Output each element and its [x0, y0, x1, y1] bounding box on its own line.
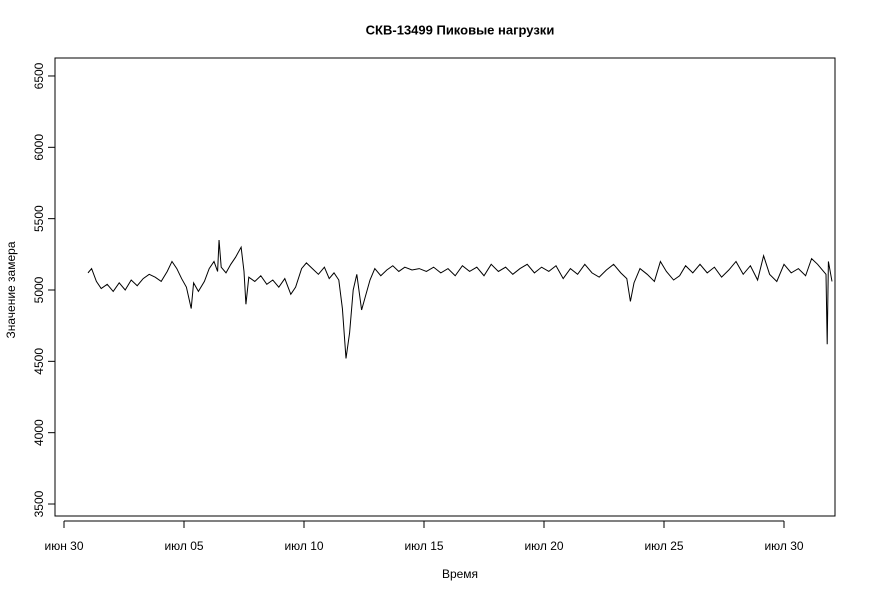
y-tick-label: 4500	[32, 348, 46, 375]
x-tick-label: июл 25	[644, 539, 683, 553]
y-tick-label: 5500	[32, 205, 46, 232]
x-tick-label: июн 30	[44, 539, 83, 553]
x-tick-label: июл 30	[764, 539, 803, 553]
x-axis-label: Время	[442, 567, 478, 581]
y-tick-label: 6000	[32, 134, 46, 161]
data-line	[87, 240, 833, 359]
y-tick-label: 6500	[32, 62, 46, 89]
x-tick-label: июл 15	[404, 539, 443, 553]
chart-title: СКВ-13499 Пиковые нагрузки	[366, 22, 555, 37]
x-tick-label: июл 05	[164, 539, 203, 553]
y-tick-label: 5000	[32, 276, 46, 303]
y-tick-label: 4000	[32, 419, 46, 446]
x-tick-label: июл 20	[524, 539, 563, 553]
x-tick-label: июл 10	[284, 539, 323, 553]
y-tick-label: 3500	[32, 490, 46, 517]
y-axis-label: Значение замера	[4, 241, 18, 338]
